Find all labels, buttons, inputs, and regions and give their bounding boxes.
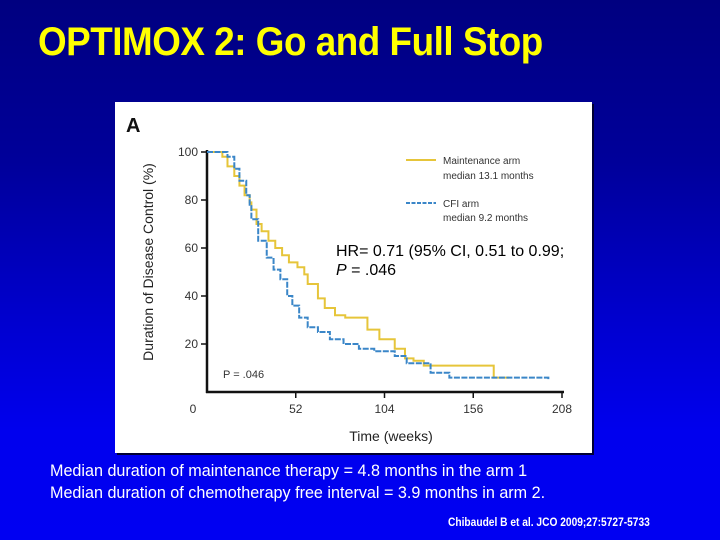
y-tick-label: 60 xyxy=(185,241,199,255)
x-tick-label: 0 xyxy=(190,402,197,416)
legend-cfi-median: median 9.2 months xyxy=(443,213,528,224)
chart-p-value-annotation: P = .046 xyxy=(223,369,264,381)
y-tick-label: 80 xyxy=(185,193,199,207)
x-axis-title: Time (weeks) xyxy=(349,428,433,444)
legend-cfi-label: CFI arm xyxy=(443,199,479,210)
legend-maintenance-label: Maintenance arm xyxy=(443,156,520,167)
citation: Chibaudel B et al. JCO 2009;27:5727-5733 xyxy=(448,515,650,529)
y-axis-ticks: 20 40 60 80 100 xyxy=(178,145,207,351)
p-symbol: P xyxy=(336,262,347,279)
panel-label: A xyxy=(126,115,140,137)
y-tick-label: 100 xyxy=(178,145,198,159)
y-axis-title: Duration of Disease Control (%) xyxy=(140,163,156,361)
y-tick-label: 40 xyxy=(185,289,199,303)
slide-notes: Median duration of maintenance therapy =… xyxy=(50,460,545,504)
x-tick-label: 156 xyxy=(463,402,483,416)
p-value: = .046 xyxy=(346,262,397,279)
hazard-ratio-text: HR= 0.71 (95% CI, 0.51 to 0.99; xyxy=(336,243,565,260)
slide-title: OPTIMOX 2: Go and Full Stop xyxy=(38,20,543,64)
note-maintenance-duration: Median duration of maintenance therapy =… xyxy=(50,461,528,480)
x-tick-label: 208 xyxy=(552,402,572,416)
note-cfi-duration: Median duration of chemotherapy free int… xyxy=(50,483,546,502)
kaplan-meier-chart: A 20 40 60 80 100 0 52 104 156 208 Time (weeks) … xyxy=(115,102,592,453)
cfi-arm-curve xyxy=(207,151,550,380)
x-axis-ticks: 0 52 104 156 208 xyxy=(190,392,572,416)
p-value-text: P = .046 xyxy=(336,261,564,280)
x-tick-label: 104 xyxy=(374,402,394,416)
maintenance-arm-curve xyxy=(207,151,510,379)
x-tick-label: 52 xyxy=(289,402,303,416)
hazard-ratio-annotation: HR= 0.71 (95% CI, 0.51 to 0.99; P = .046 xyxy=(336,242,564,280)
chart-legend: Maintenance arm median 13.1 months CFI a… xyxy=(406,156,534,224)
y-tick-label: 20 xyxy=(185,337,199,351)
legend-maintenance-median: median 13.1 months xyxy=(443,171,534,182)
